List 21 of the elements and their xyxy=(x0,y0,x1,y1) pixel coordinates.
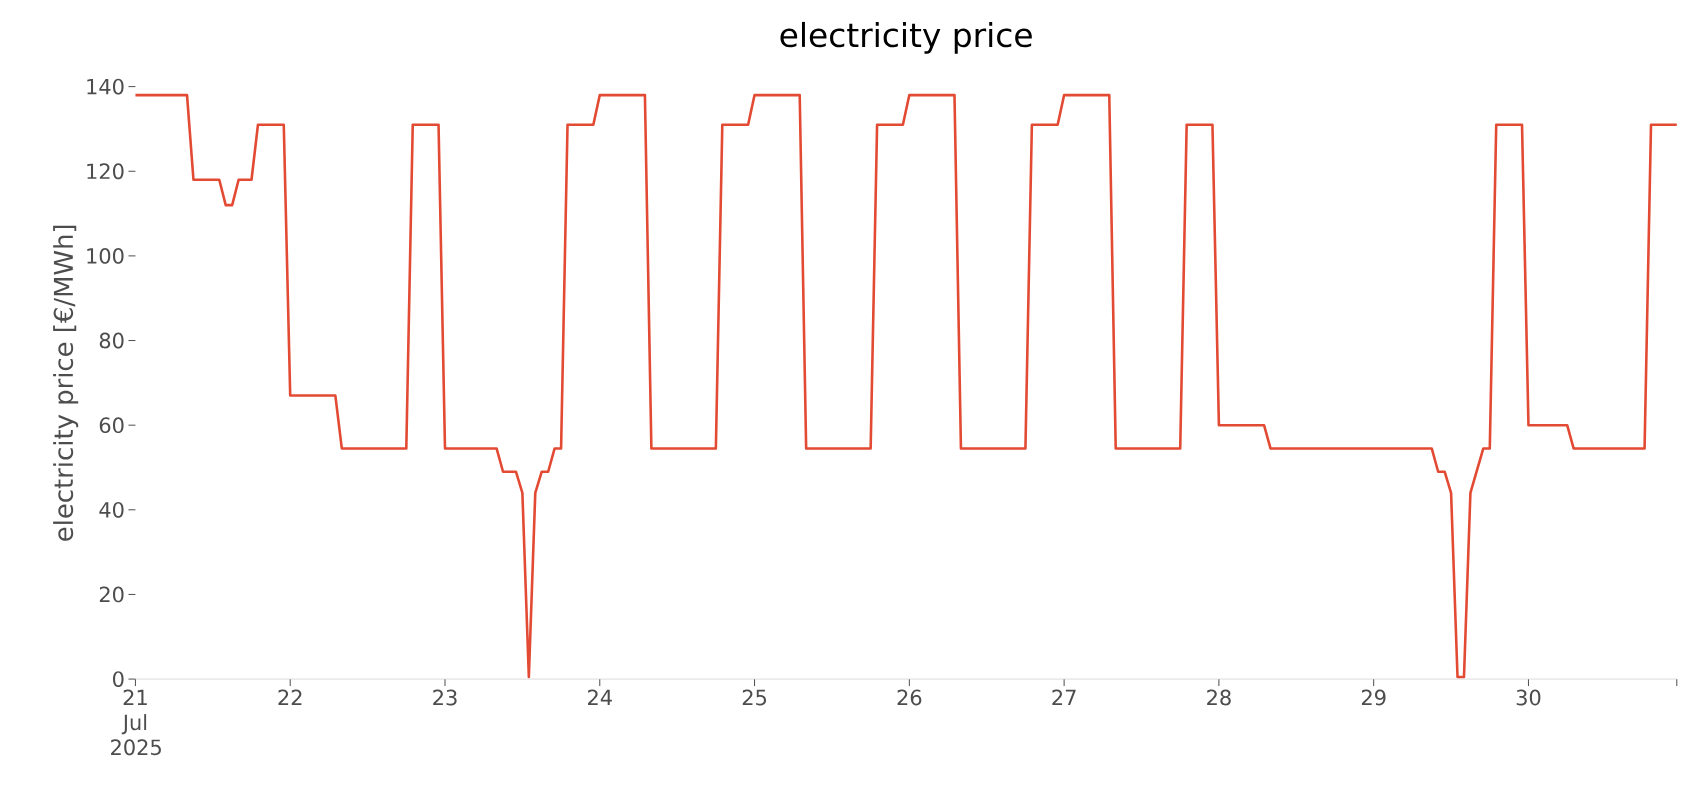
x-tick-label: 21 Jul 2025 xyxy=(111,689,161,756)
y-tick-label: 80 xyxy=(99,332,124,349)
x-tick-label: 25 xyxy=(742,689,767,706)
y-tick-label: 20 xyxy=(99,586,124,603)
y-tick-label: 0 xyxy=(113,671,124,688)
chart-title: electricity price xyxy=(780,22,1032,54)
line-series xyxy=(134,94,1679,679)
y-tick-label: 120 xyxy=(87,163,124,180)
y-tick-label: 100 xyxy=(87,248,124,265)
x-tick-label: 30 xyxy=(1516,689,1541,706)
x-tick-label: 28 xyxy=(1207,689,1231,706)
y-tick-label: 40 xyxy=(99,502,124,518)
y-axis-title: electricity price [€/MWh] xyxy=(53,225,79,542)
x-tick-label: 22 xyxy=(278,689,302,706)
y-tick-label: 60 xyxy=(99,417,124,434)
x-tick-label: 27 xyxy=(1052,689,1076,706)
x-tick-label: 29 xyxy=(1361,689,1386,706)
x-tick-label: 24 xyxy=(588,689,612,706)
x-tick-label: 23 xyxy=(433,689,457,706)
y-tick-label: 140 xyxy=(87,78,124,95)
x-tick-label: 26 xyxy=(897,689,922,706)
